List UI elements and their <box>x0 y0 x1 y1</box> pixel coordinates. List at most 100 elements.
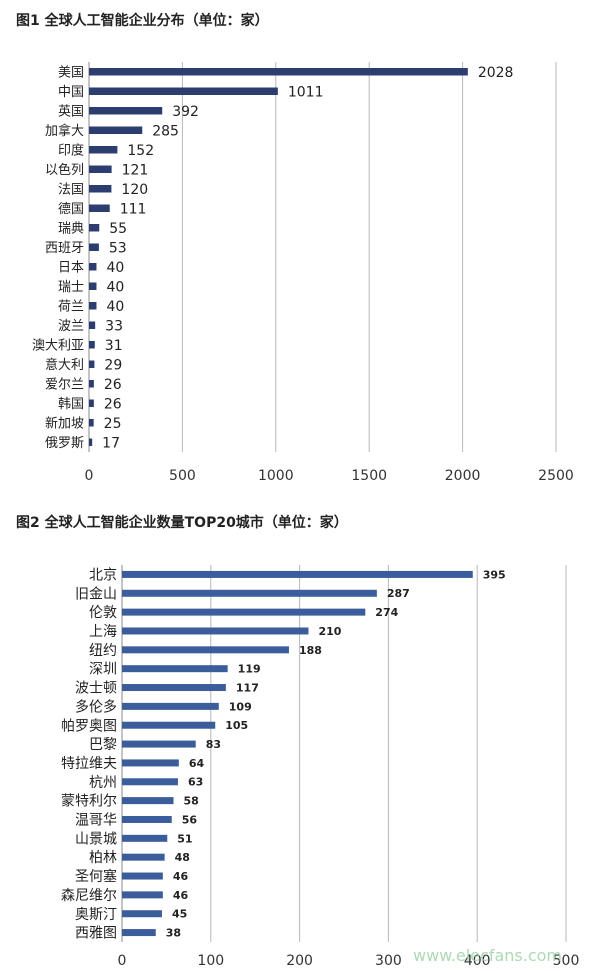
x-tick-label: 500 <box>169 468 196 484</box>
x-tick-label: 200 <box>286 953 313 969</box>
data-label: 285 <box>152 123 179 139</box>
bar <box>122 646 289 654</box>
category-label: 波士顿 <box>75 681 117 697</box>
bar <box>122 797 174 805</box>
category-label: 日本 <box>58 260 84 275</box>
data-label: 63 <box>188 776 203 789</box>
x-tick-label: 500 <box>553 953 580 969</box>
data-label: 210 <box>318 625 341 638</box>
bar <box>89 87 278 95</box>
bar <box>89 107 163 115</box>
bar <box>122 665 228 673</box>
bar <box>122 589 377 597</box>
bar <box>122 684 226 692</box>
chart-2-title: 图2 全球人工智能企业数量TOP20城市（单位：家） <box>16 515 348 531</box>
bar <box>89 185 112 193</box>
data-label: 56 <box>182 813 198 826</box>
bar <box>89 438 93 446</box>
category-label: 以色列 <box>45 162 84 178</box>
bar <box>122 570 473 578</box>
category-label: 加拿大 <box>45 123 84 139</box>
data-label: 46 <box>173 870 189 883</box>
category-label: 波兰 <box>58 319 84 334</box>
data-label: 38 <box>166 927 181 940</box>
bar <box>89 302 97 310</box>
data-label: 121 <box>122 162 149 178</box>
bar <box>122 834 168 842</box>
data-label: 17 <box>102 435 120 451</box>
data-label: 40 <box>106 260 124 276</box>
category-label: 旧金山 <box>75 586 117 602</box>
category-label: 特拉维夫 <box>61 756 117 772</box>
category-label: 帕罗奥图 <box>61 717 117 734</box>
data-label: 2028 <box>478 65 514 81</box>
data-label: 58 <box>184 795 199 808</box>
category-label: 奥斯汀 <box>75 906 117 923</box>
bar <box>89 419 94 427</box>
data-label: 26 <box>104 396 122 412</box>
bar <box>89 224 100 232</box>
data-label: 29 <box>104 357 122 373</box>
data-label: 395 <box>483 568 506 581</box>
bar <box>89 360 95 368</box>
bar <box>89 243 99 251</box>
data-label: 105 <box>225 719 248 732</box>
category-label: 上海 <box>89 624 117 640</box>
data-label: 45 <box>172 908 187 921</box>
category-label: 杭州 <box>89 775 117 791</box>
data-label: 33 <box>105 318 123 334</box>
category-label: 瑞士 <box>58 280 84 295</box>
x-tick-label: 1500 <box>351 468 387 484</box>
chart-1-title: 图1 全球人工智能企业分布（单位：家） <box>16 13 269 29</box>
data-label: 1011 <box>288 84 324 100</box>
bar <box>89 380 94 388</box>
category-label: 瑞典 <box>58 221 84 236</box>
data-label: 188 <box>299 644 322 657</box>
data-label: 109 <box>229 700 252 713</box>
data-label: 40 <box>106 299 124 315</box>
bar <box>122 778 178 786</box>
data-label: 392 <box>172 104 199 120</box>
data-label: 40 <box>106 279 124 295</box>
category-label: 西班牙 <box>45 241 84 256</box>
data-label: 117 <box>236 681 259 694</box>
bar <box>89 399 94 407</box>
x-tick-label: 2500 <box>538 468 574 484</box>
category-label: 德国 <box>58 202 84 217</box>
category-label: 山景城 <box>75 831 117 847</box>
category-label: 意大利 <box>45 357 84 373</box>
x-tick-label: 0 <box>118 953 127 969</box>
bar <box>122 853 165 861</box>
category-label: 荷兰 <box>58 299 84 314</box>
x-tick-label: 0 <box>85 468 94 484</box>
category-label: 中国 <box>58 85 84 100</box>
bar <box>122 627 309 635</box>
x-tick-label: 100 <box>197 953 224 969</box>
data-label: 64 <box>189 757 205 770</box>
category-label: 伦敦 <box>89 605 117 621</box>
data-label: 51 <box>177 832 192 845</box>
x-tick-label: 300 <box>375 953 402 969</box>
bar <box>89 126 143 134</box>
bar <box>122 608 366 616</box>
category-label: 韩国 <box>58 397 84 412</box>
data-label: 25 <box>104 416 122 432</box>
data-label: 120 <box>121 182 148 198</box>
data-label: 55 <box>109 221 127 237</box>
x-tick-label: 400 <box>464 953 491 969</box>
data-label: 48 <box>175 851 190 864</box>
chart-1: 图1 全球人工智能企业分布（单位：家） 0 500 1000 1500 2000 2500… <box>16 13 574 484</box>
bar <box>89 68 468 76</box>
bar <box>122 702 219 710</box>
category-label: 巴黎 <box>89 737 117 753</box>
category-label: 法国 <box>58 182 84 197</box>
category-label: 西雅图 <box>75 926 117 942</box>
bar <box>89 146 118 154</box>
data-label: 53 <box>109 240 127 256</box>
chart-2: 图2 全球人工智能企业数量TOP20城市（单位：家） 0 100 200 300 400… <box>0 500 600 971</box>
chart-2-svg: 0 100 200 300 400 500 北京 395 旧金山 287 伦敦 274 上海 210 纽约 1… <box>61 565 580 969</box>
bar <box>122 759 179 767</box>
category-label: 美国 <box>58 65 84 80</box>
data-label: 111 <box>120 201 147 217</box>
bar <box>122 872 163 880</box>
